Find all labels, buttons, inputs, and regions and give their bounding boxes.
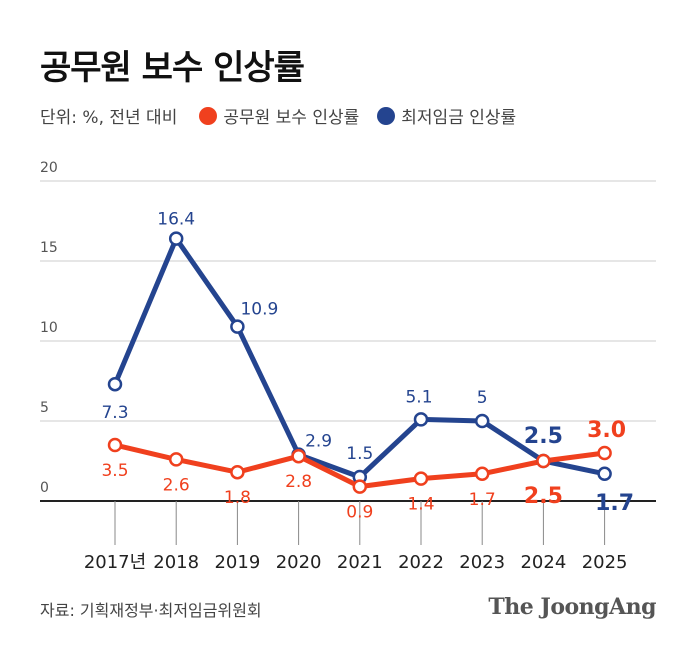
point-public (413, 471, 429, 486)
data-label-public: 1.8 (224, 488, 251, 508)
point-minwage (413, 412, 429, 427)
source-note: 자료: 기획재정부·최저임금위원회 (40, 601, 262, 620)
data-label-public: 3.0 (587, 418, 626, 443)
data-label-public: 2.5 (524, 484, 563, 509)
point-minwage (107, 376, 123, 392)
unit-label: 단위: %, 전년 대비 (40, 108, 178, 128)
point-public (291, 448, 306, 464)
data-label-minwage: 2.9 (305, 432, 332, 452)
x-tick-label: 2018 (153, 552, 199, 573)
point-minwage (230, 319, 245, 334)
point-public (352, 479, 368, 494)
y-tick-label: 0 (40, 480, 49, 496)
x-tick-label: 2020 (276, 552, 322, 573)
x-tick-label: 2025 (582, 552, 628, 573)
data-label-public: 3.5 (101, 461, 128, 481)
y-tick-label: 20 (40, 160, 58, 176)
point-minwage (474, 413, 490, 429)
data-label-minwage: 10.9 (240, 300, 278, 320)
x-tick-label: 2023 (459, 552, 505, 573)
data-label-minwage: 1.5 (346, 444, 373, 464)
legend-swatch-minwage (377, 106, 396, 125)
point-minwage (597, 466, 612, 482)
data-label-public: 1.7 (469, 490, 496, 510)
legend-item-public: 공무원 보수 인상률 (199, 103, 359, 128)
data-label-public: 2.8 (285, 472, 312, 492)
x-tick-label: 2021 (337, 552, 383, 573)
y-tick-label: 10 (40, 320, 58, 336)
x-tick-label: 2022 (398, 552, 444, 573)
data-label-public: 1.4 (407, 495, 434, 515)
chart-title: 공무원 보수 인상률 (40, 48, 305, 88)
legend-swatch-public (199, 106, 218, 125)
data-label-minwage: 5 (477, 388, 488, 408)
x-tick-label: 2024 (520, 552, 566, 573)
point-minwage (168, 231, 184, 246)
point-public (107, 437, 123, 453)
point-public (536, 453, 551, 469)
point-public (597, 445, 612, 461)
data-label-minwage: 7.3 (101, 403, 128, 423)
data-label-minwage: 2.5 (524, 424, 563, 449)
y-tick-label: 5 (40, 400, 49, 416)
legend: 단위: %, 전년 대비 공무원 보수 인상률 최저임금 인상률 (40, 103, 534, 128)
data-label-public: 0.9 (346, 503, 373, 523)
y-tick-label: 15 (40, 240, 58, 256)
data-label-public: 2.6 (163, 475, 190, 495)
legend-label-minwage: 최저임금 인상률 (401, 108, 517, 128)
legend-item-minwage: 최저임금 인상률 (377, 103, 516, 128)
point-public (474, 466, 490, 482)
point-public (168, 452, 184, 467)
x-tick-label: 2019 (214, 552, 260, 573)
point-public (230, 464, 245, 480)
x-tick-label: 2017년 (84, 552, 146, 573)
legend-label-public: 공무원 보수 인상률 (223, 108, 360, 128)
data-label-minwage: 16.4 (157, 210, 195, 230)
data-label-minwage: 1.7 (595, 491, 634, 516)
data-label-minwage: 5.1 (405, 387, 432, 407)
brand-logo: The JoongAng (488, 594, 656, 620)
